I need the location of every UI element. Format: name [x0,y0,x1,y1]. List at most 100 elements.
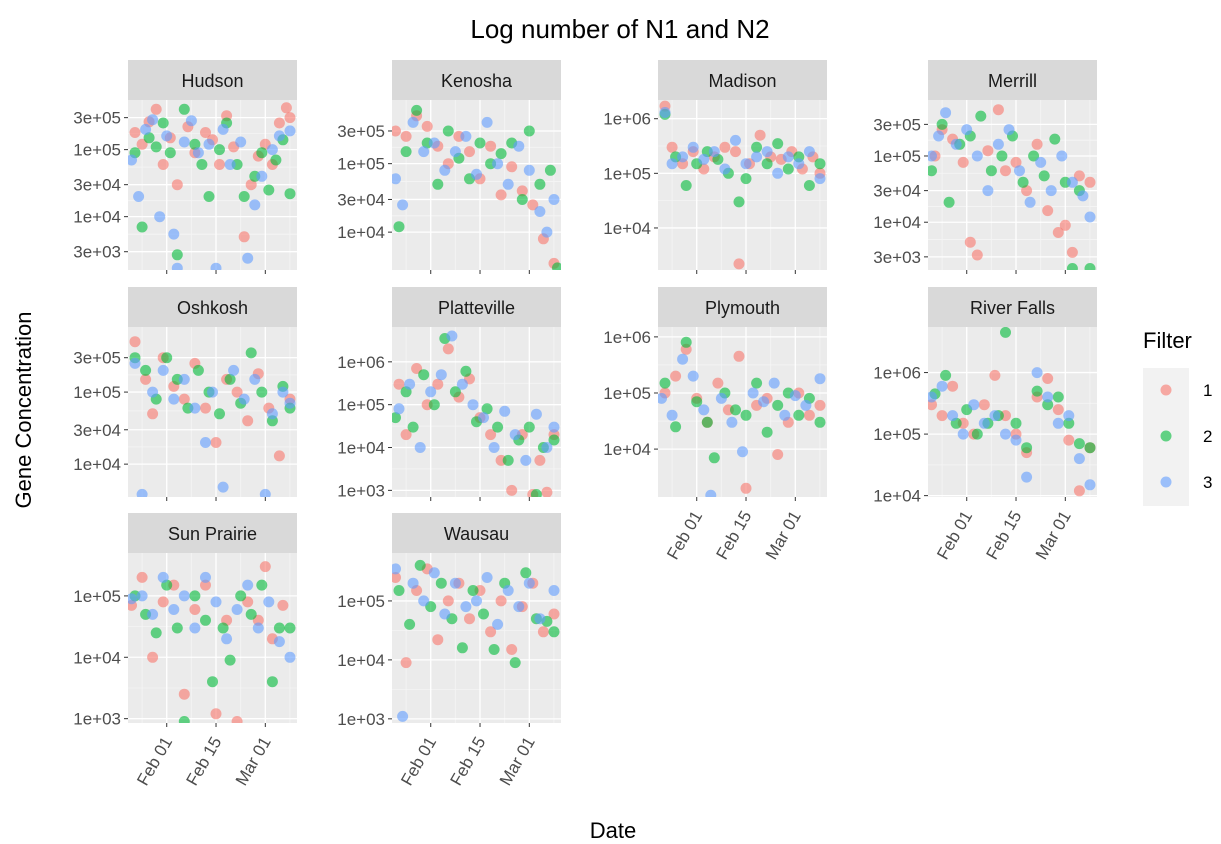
data-point-filter-3 [407,116,419,128]
data-point-filter-3 [425,386,437,398]
data-point-filter-3 [687,141,699,153]
y-tick-label: 1e+05 [873,425,921,444]
data-point-filter-3 [978,417,990,429]
panel-merrill: Merrill 3e+03 1e+04 3e+04 1e+05 3e+05 [873,60,1097,274]
data-point-filter-2 [256,579,268,591]
data-point-filter-2 [943,196,955,208]
legend: Filter 1 2 3 [1143,328,1212,506]
data-point-filter-1 [200,402,211,414]
panel-sun-prairie: Sun Prairie 1e+03 1e+04 1e+05 Feb 01 Feb 15 Ma… [73,513,297,789]
data-point-filter-3 [273,130,285,142]
data-point-filter-2 [492,421,504,433]
y-tick-label: 1e+04 [337,223,385,242]
data-point-filter-3 [492,158,504,170]
data-point-filter-1 [719,141,731,153]
points-layer [128,102,296,270]
data-point-filter-2 [1038,170,1050,182]
data-point-filter-3 [1073,453,1085,465]
panel-plymouth: Plymouth 1e+04 1e+05 1e+06 Feb 01 Feb 15 Mar 0… [603,287,827,563]
points-layer [129,336,296,497]
data-point-filter-3 [492,618,504,630]
data-point-filter-3 [1084,211,1096,223]
data-point-filter-2 [266,676,278,688]
data-point-filter-1 [442,343,454,355]
data-point-filter-2 [523,421,535,433]
data-point-filter-2 [238,191,250,202]
data-point-filter-2 [1010,417,1022,429]
data-point-filter-3 [136,488,148,497]
y-tick-label: 1e+04 [337,651,385,670]
data-point-filter-3 [740,158,752,170]
data-point-filter-3 [439,608,451,620]
points-layer [928,104,1096,270]
data-point-filter-3 [168,393,180,405]
y-tick-label: 1e+05 [73,383,121,402]
strip-label: Kenosha [441,71,513,91]
data-point-filter-2 [691,396,703,408]
data-point-filter-3 [1031,367,1043,379]
data-point-filter-1 [432,378,444,390]
data-point-filter-1 [1042,373,1054,384]
data-point-filter-3 [698,153,710,165]
strip-background [128,60,297,100]
data-point-filter-2 [189,590,201,602]
data-point-filter-1 [1052,404,1064,416]
data-point-filter-3 [715,392,727,404]
data-point-filter-2 [214,144,225,156]
data-point-filter-2 [400,146,412,158]
data-point-filter-3 [189,622,201,634]
data-point-filter-3 [768,377,780,389]
data-point-filter-2 [488,644,500,655]
data-point-filter-1 [136,571,148,583]
data-point-filter-2 [411,104,423,116]
strip-background [128,513,297,553]
data-point-filter-3 [779,409,791,421]
data-point-filter-1 [1063,434,1075,446]
data-point-filter-2 [730,404,741,416]
y-tick-label: 1e+05 [337,396,385,415]
data-point-filter-1 [200,127,211,138]
y-tick-label: 1e+04 [603,440,651,459]
data-point-filter-2 [164,147,176,159]
data-point-filter-2 [270,154,282,166]
data-point-filter-2 [407,421,419,433]
data-point-filter-3 [460,601,472,613]
data-point-filter-3 [439,164,451,176]
data-point-filter-1 [189,604,201,615]
legend-key-1 [1160,384,1172,396]
data-point-filter-1 [1031,138,1043,150]
data-point-filter-3 [467,399,479,411]
data-point-filter-3 [397,199,409,211]
data-point-filter-2 [772,399,784,411]
data-point-filter-2 [928,165,937,177]
data-point-filter-2 [975,110,987,122]
data-point-filter-3 [168,604,180,615]
x-tick-label: Feb 15 [713,508,756,563]
data-point-filter-3 [252,622,264,634]
y-tick-label: 1e+05 [337,155,385,174]
data-point-filter-3 [157,364,169,376]
y-tick-label: 3e+04 [337,190,385,209]
data-point-filter-3 [221,633,233,645]
data-point-filter-3 [178,136,190,148]
data-point-filter-2 [751,377,763,389]
data-point-filter-3 [772,167,784,179]
data-point-filter-2 [161,352,173,364]
y-tick-label: 3e+04 [73,176,121,195]
data-point-filter-3 [982,185,994,197]
y-tick-label: 1e+05 [73,141,121,160]
data-point-filter-1 [400,130,412,142]
data-point-filter-3 [256,170,268,182]
y-tick-label: 1e+06 [603,110,651,129]
panel-wausau: Wausau 1e+03 1e+04 1e+05 Feb 01 Feb 15 Mar 01 [337,513,561,789]
data-point-filter-3 [136,590,148,602]
data-point-filter-3 [147,114,159,126]
data-point-filter-2 [733,196,745,208]
data-point-filter-3 [666,158,678,170]
data-point-filter-3 [541,442,553,453]
strip-background [128,287,297,327]
data-point-filter-3 [1035,156,1047,168]
y-tick-label: 1e+04 [73,208,121,227]
data-point-filter-3 [178,590,190,602]
strip-background [928,287,1097,327]
